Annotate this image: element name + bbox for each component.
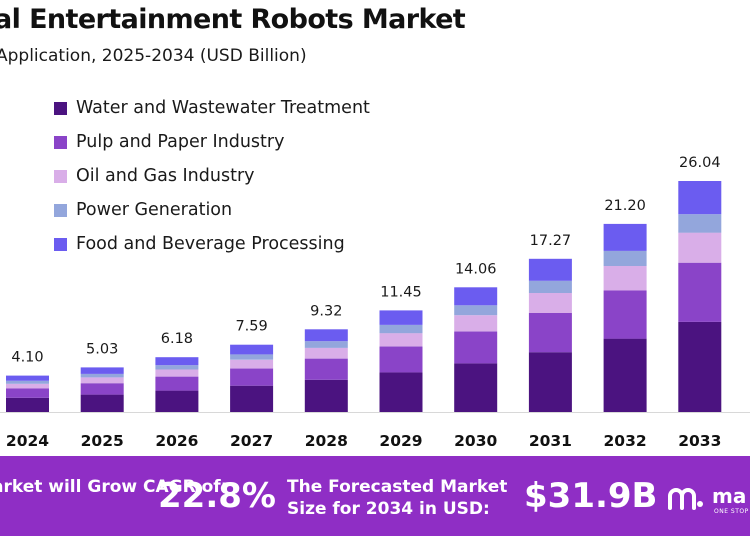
legend-swatch-water xyxy=(54,101,67,115)
total-label-2025: 5.03 xyxy=(86,341,118,357)
bar-2027-series-0 xyxy=(230,385,274,412)
bar-2033-series-0 xyxy=(678,321,722,412)
legend: Water and Wastewater Treatment Pulp and … xyxy=(54,91,370,261)
bar-2032-series-1 xyxy=(603,290,647,339)
legend-item-oil: Oil and Gas Industry xyxy=(54,159,370,193)
x-tick-label-2029: 2029 xyxy=(379,432,422,450)
bar-2031-series-3 xyxy=(528,280,572,293)
x-tick-label-2027: 2027 xyxy=(230,432,273,450)
legend-label-oil: Oil and Gas Industry xyxy=(76,166,255,186)
footer-banner: arket will Grow CAGR of: 22.8% The Forec… xyxy=(0,456,750,536)
bar-2032-series-2 xyxy=(603,266,647,291)
bar-2026-series-3 xyxy=(155,365,199,370)
bar-2024-series-0 xyxy=(6,397,49,412)
bar-2024-series-4 xyxy=(6,375,49,381)
total-label-2032: 21.20 xyxy=(604,198,646,214)
bar-2030-series-4 xyxy=(454,287,498,306)
brand-logo-subtext: ONE STOP xyxy=(714,508,749,515)
legend-swatch-food xyxy=(54,237,67,251)
bar-2027-series-2 xyxy=(230,359,274,369)
total-label-2026: 6.18 xyxy=(161,331,193,347)
bar-2030-series-2 xyxy=(454,315,498,332)
bar-2025-series-2 xyxy=(80,377,124,384)
bar-2024-series-3 xyxy=(6,380,49,384)
bar-2031-series-0 xyxy=(528,352,572,412)
footer-market-size: $31.9B xyxy=(524,476,658,516)
total-label-2028: 9.32 xyxy=(310,303,342,319)
bar-2032-series-4 xyxy=(603,223,647,251)
bar-2028-series-3 xyxy=(304,341,348,348)
bar-2029-series-2 xyxy=(379,333,423,347)
x-tick-label-2025: 2025 xyxy=(81,432,124,450)
bar-2033-series-3 xyxy=(678,214,722,233)
bar-2029-series-4 xyxy=(379,310,423,325)
total-label-2027: 7.59 xyxy=(235,319,267,335)
bar-2033-series-4 xyxy=(678,181,722,215)
bar-2033-series-2 xyxy=(678,232,722,263)
bar-2026-series-0 xyxy=(155,390,199,412)
bar-2026-series-4 xyxy=(155,357,199,366)
bar-2025-series-0 xyxy=(80,394,124,412)
legend-item-pulp: Pulp and Paper Industry xyxy=(54,125,370,159)
legend-item-water: Water and Wastewater Treatment xyxy=(54,91,370,125)
bar-2029-series-1 xyxy=(379,346,423,373)
bar-2026-series-1 xyxy=(155,376,199,391)
chart-title: al Entertainment Robots Market xyxy=(0,4,466,35)
bar-2024-series-1 xyxy=(6,388,49,398)
bar-2029-series-0 xyxy=(379,372,423,412)
bar-2024-series-2 xyxy=(6,383,49,389)
legend-swatch-power xyxy=(54,203,67,217)
legend-label-power: Power Generation xyxy=(76,200,233,220)
bar-2025-series-4 xyxy=(80,367,124,374)
bar-chart: 4.10 2024 5.03 2025 6.18 2026 7.59 2027 9.32 2028… xyxy=(0,155,750,450)
total-label-2031: 17.27 xyxy=(530,233,572,249)
bar-2025-series-1 xyxy=(80,383,124,395)
bar-2032-series-3 xyxy=(603,250,647,266)
footer-cagr-value: 22.8% xyxy=(158,476,276,516)
bar-2028-series-1 xyxy=(304,358,348,380)
bar-2030-series-1 xyxy=(454,331,498,364)
x-tick-label-2026: 2026 xyxy=(155,432,198,450)
x-tick-label-2033: 2033 xyxy=(678,432,721,450)
bar-2030-series-3 xyxy=(454,305,498,316)
bar-2027-series-4 xyxy=(230,344,274,355)
bar-2028-series-4 xyxy=(304,329,348,342)
footer-grow-text: arket will Grow CAGR of: xyxy=(0,477,228,497)
bar-2028-series-2 xyxy=(304,347,348,359)
x-tick-label-2030: 2030 xyxy=(454,432,497,450)
bar-2028-series-0 xyxy=(304,379,348,412)
legend-item-power: Power Generation xyxy=(54,193,370,227)
legend-label-pulp: Pulp and Paper Industry xyxy=(76,132,285,152)
legend-label-water: Water and Wastewater Treatment xyxy=(76,98,370,118)
legend-swatch-pulp xyxy=(54,135,67,149)
total-label-2024: 4.10 xyxy=(11,350,43,366)
legend-swatch-oil xyxy=(54,169,67,183)
bar-2027-series-1 xyxy=(230,368,274,386)
x-tick-label-2024: 2024 xyxy=(6,432,49,450)
total-label-2033: 26.04 xyxy=(679,155,721,171)
total-label-2030: 14.06 xyxy=(455,261,497,277)
legend-item-food: Food and Beverage Processing xyxy=(54,227,370,261)
bar-2025-series-3 xyxy=(80,373,124,378)
bar-2033-series-1 xyxy=(678,262,722,322)
total-label-2029: 11.45 xyxy=(380,284,422,300)
x-tick-label-2032: 2032 xyxy=(604,432,647,450)
bar-2029-series-3 xyxy=(379,325,423,334)
brand-logo-icon xyxy=(668,488,703,510)
x-tick-label-2028: 2028 xyxy=(305,432,348,450)
chart-subtitle: Application, 2025-2034 (USD Billion) xyxy=(0,46,307,66)
bar-2030-series-0 xyxy=(454,363,498,412)
brand-logo-text: ma xyxy=(712,484,747,508)
legend-label-food: Food and Beverage Processing xyxy=(76,234,345,254)
bar-2026-series-2 xyxy=(155,369,199,377)
bar-2031-series-1 xyxy=(528,313,572,353)
bar-2027-series-3 xyxy=(230,354,274,360)
bar-2031-series-2 xyxy=(528,293,572,313)
bar-2031-series-4 xyxy=(528,258,572,281)
bar-2032-series-0 xyxy=(603,338,647,412)
x-tick-label-2031: 2031 xyxy=(529,432,572,450)
footer-forecast-text: The Forecasted Market Size for 2034 in U… xyxy=(287,477,508,519)
